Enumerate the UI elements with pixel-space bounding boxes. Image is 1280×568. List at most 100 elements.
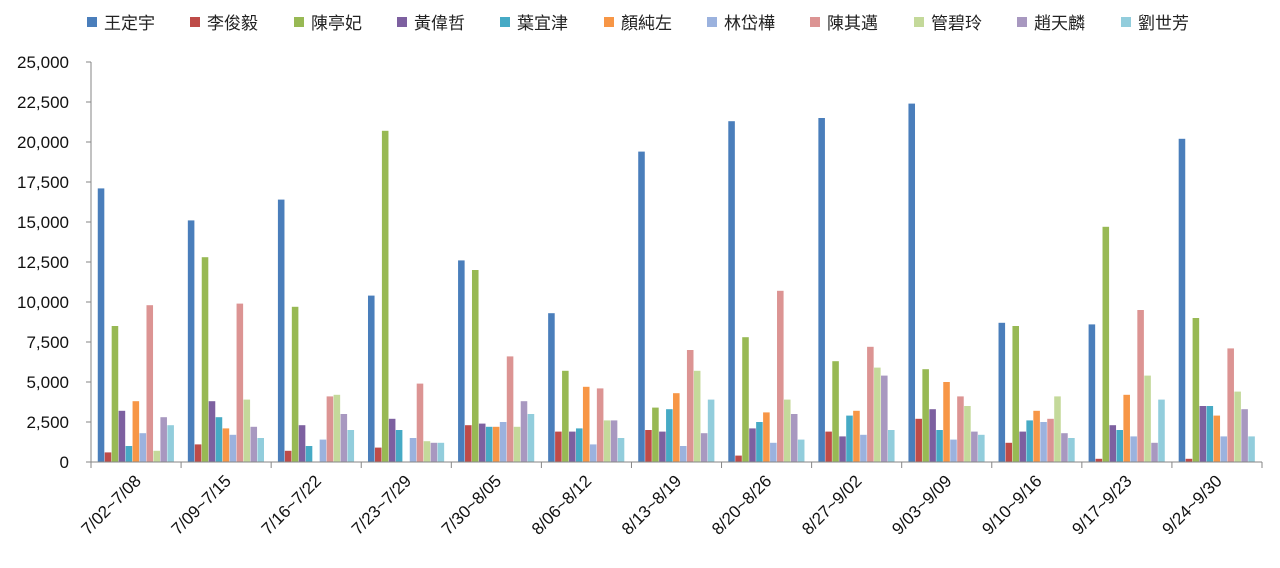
bar [1220,436,1227,462]
bar [978,434,985,462]
bar [1005,442,1013,462]
bar [659,431,666,462]
bar [118,410,126,462]
bar [520,401,528,462]
bar [132,401,140,462]
bar [1144,375,1151,462]
bar [673,393,680,462]
x-tick-label: 8/27~9/02 [798,471,865,538]
bar [257,438,264,462]
bar [215,417,223,462]
y-tick-label: 0 [60,453,69,472]
bar [125,446,133,462]
bar [187,220,195,462]
legend-item: 趙天麟 [1017,14,1085,34]
bar [790,414,798,462]
bar [340,414,348,462]
bar [367,295,375,462]
x-tick-label: 9/17~9/23 [1068,471,1135,538]
bar [582,386,590,462]
bar [825,431,832,462]
bar [700,433,708,462]
bar [617,438,625,462]
legend-item: 林岱樺 [707,14,775,34]
legend-swatch [500,17,510,27]
bar [416,383,424,462]
x-tick-label: 9/03~9/09 [888,471,955,538]
bar [943,382,950,462]
bar [1054,396,1061,462]
legend-swatch [87,17,97,27]
y-tick-label: 10,000 [17,293,69,312]
bar [1123,394,1130,462]
y-axis: 0 2,500 5,000 7,500 10,000 12,500 15,000 17,500… [17,53,92,472]
bar [347,430,355,462]
y-tick-label: 22,500 [17,93,69,112]
legend-swatch [604,17,614,27]
x-tick-label: 8/06~8/12 [528,471,595,538]
y-tick-label: 2,500 [26,413,69,432]
bar [756,422,763,462]
x-tick-label: 8/20~8/26 [708,471,775,538]
bar [1227,348,1234,462]
bar [153,450,160,462]
legend-swatch [294,17,304,27]
bar [693,370,701,462]
legend-label: 黃偉哲 [414,14,465,34]
bar [229,434,237,462]
x-tick-label: 9/24~9/30 [1159,471,1226,538]
x-tick-label: 8/13~8/19 [618,471,685,538]
bar [1012,326,1020,462]
legend-item: 陳其邁 [810,14,878,34]
bar [374,447,382,462]
legend-item: 顏純左 [604,14,672,34]
bar [201,257,209,462]
legend-swatch [190,17,200,27]
bar [562,370,569,462]
x-axis: 7/02~7/08 7/09~7/15 7/16~7/22 7/23~7/29 7/30… [78,461,1263,539]
bar [1061,433,1068,462]
legend-item: 管碧玲 [914,14,982,34]
legend-item: 黃偉哲 [397,14,465,34]
bar [922,369,929,462]
bar [846,415,853,462]
bar [1234,391,1241,462]
bar [333,394,341,462]
legend-label: 劉世芳 [1138,14,1189,34]
y-tick-label: 20,000 [17,133,69,152]
bar [555,431,562,462]
legend-label: 葉宜津 [517,14,568,34]
bar [208,401,216,462]
bar [97,188,105,462]
y-tick-label: 7,500 [26,333,69,352]
bar [575,428,583,462]
bar [160,417,167,462]
bar [465,425,472,462]
chart-legend: 王定宇 李俊毅 陳亭妃 黃偉哲 葉宜津 顏純左 林岱樺 陳其邁 管碧玲 趙天麟 劉世芳 [87,14,1189,34]
bar [860,434,867,462]
x-tick-label: 7/30~8/05 [438,471,505,538]
bar [1178,138,1186,463]
bar [423,441,431,462]
y-tick-label: 12,500 [17,253,69,272]
bar [111,326,119,462]
bar [1040,422,1047,462]
bar [430,442,438,462]
y-tick-label: 25,000 [17,53,69,72]
bar [652,407,659,462]
legend-label: 陳其邁 [827,14,878,34]
bar [1068,438,1075,462]
bar [1102,226,1110,462]
bar [277,199,285,462]
bar [1019,431,1026,462]
bar [679,446,687,462]
bar [381,130,389,463]
bar [957,396,964,462]
bar [971,431,978,462]
bar [1109,425,1117,462]
bar [867,346,874,462]
legend-swatch [707,17,717,27]
bar [1088,324,1096,462]
legend-swatch [1017,17,1027,27]
bar [284,450,292,462]
